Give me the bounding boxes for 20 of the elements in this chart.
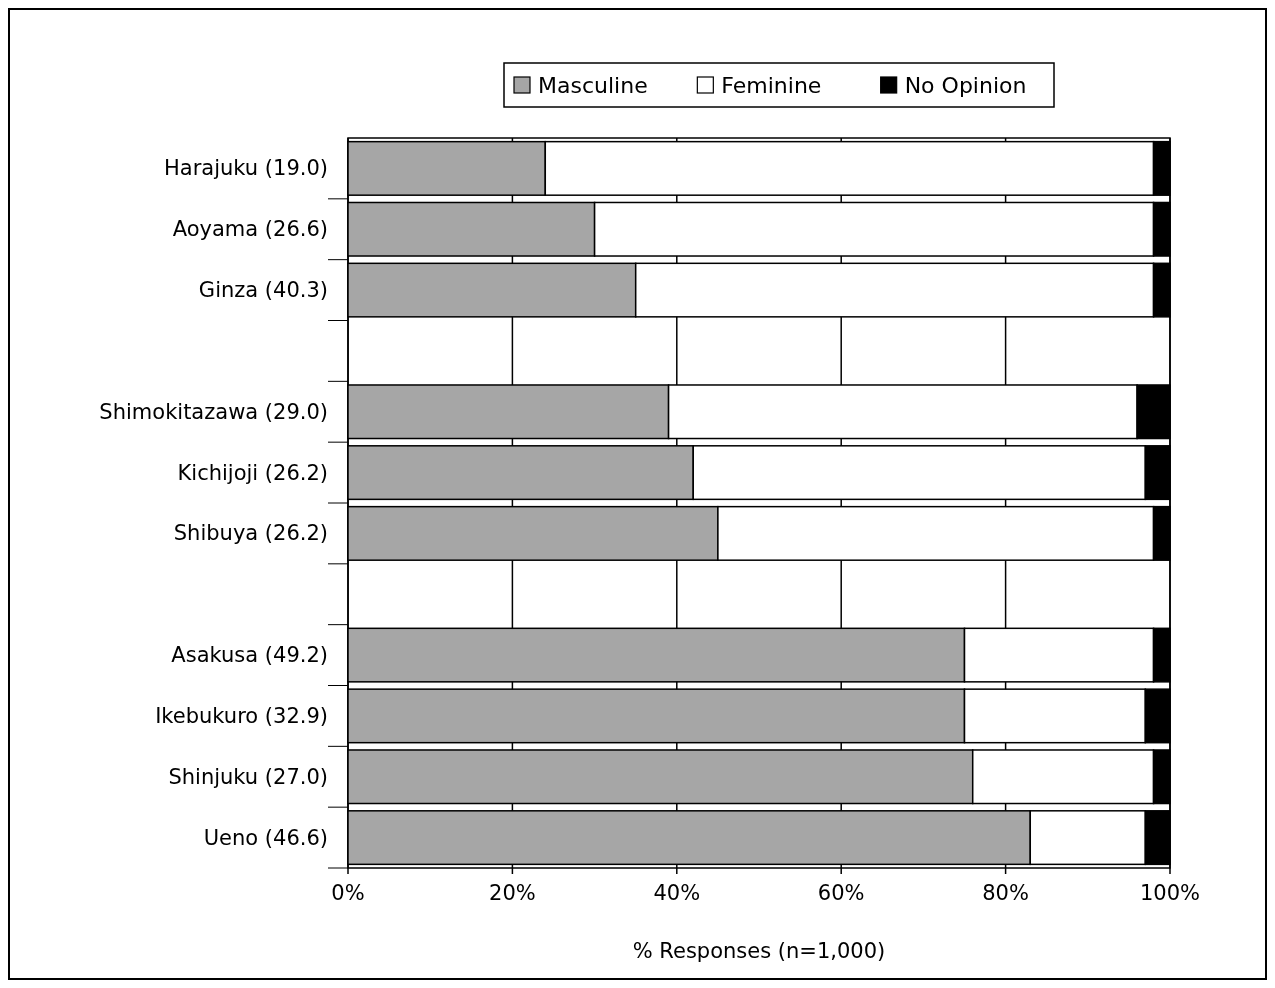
legend-label: Feminine	[721, 73, 822, 98]
y-tick-label: Asakusa (49.2)	[171, 643, 328, 668]
y-tick-label: Shibuya (26.2)	[173, 521, 328, 546]
y-tick-label: Kichijoji (26.2)	[177, 460, 328, 485]
x-tick-label: 20%	[489, 881, 536, 905]
x-tick-label: 100%	[1139, 881, 1201, 905]
y-tick-label: Ikebukuro (32.9)	[155, 703, 328, 728]
x-tick-label: 0%	[331, 881, 365, 905]
x-axis-title: % Responses (n=1,000)	[632, 939, 886, 963]
legend-label: Masculine	[538, 73, 648, 98]
y-tick-label: Aoyama (26.6)	[172, 217, 328, 242]
y-tick-label: Shimokitazawa (29.0)	[99, 399, 328, 424]
x-tick-label: 60%	[817, 881, 865, 905]
x-tick-label: 40%	[653, 881, 701, 905]
y-tick-label: Harajuku (19.0)	[164, 156, 328, 181]
y-tick-label: Ginza (40.3)	[198, 278, 328, 303]
x-tick-label: 80%	[982, 881, 1029, 905]
legend-label: No Opinion	[904, 73, 1027, 98]
y-tick-label: Shinjuku (27.0)	[168, 764, 328, 789]
y-tick-label: Ueno (46.6)	[203, 825, 328, 850]
